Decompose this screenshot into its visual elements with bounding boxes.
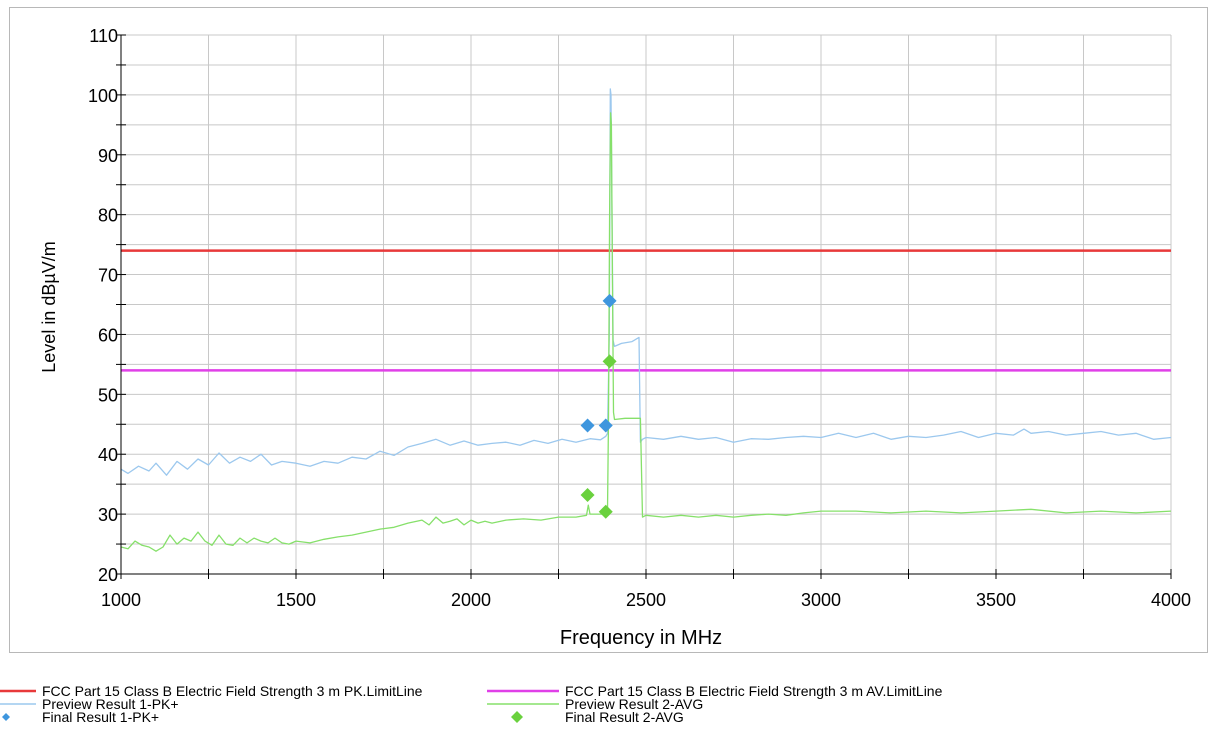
x-tick-label: 2500 <box>626 590 666 610</box>
y-tick-label: 40 <box>98 445 118 465</box>
y-tick-label: 60 <box>98 325 118 345</box>
legend-label: FCC Part 15 Class B Electric Field Stren… <box>565 683 943 699</box>
y-tick-label: 90 <box>98 146 118 166</box>
y-axis-label: Level in dBµV/m <box>39 241 59 372</box>
final-result-marker <box>580 487 595 502</box>
x-tick-label: 1000 <box>101 590 141 610</box>
series-lines <box>120 88 1172 552</box>
axes: 20 30 40 50 60 70 80 90 100 110 1000 1500 2000 2500 30… <box>88 26 1191 610</box>
legend-diamond-swatch <box>511 711 523 723</box>
series-line <box>120 112 1172 552</box>
legend-label: Final Result 2-AVG <box>565 709 684 725</box>
x-tick-label: 2000 <box>451 590 491 610</box>
x-tick-label: 1500 <box>276 590 316 610</box>
legend-label: Preview Result 2-AVG <box>565 696 704 712</box>
final-result-marker <box>602 293 617 308</box>
x-tick-label: 4000 <box>1151 590 1191 610</box>
y-tick-label: 70 <box>98 266 118 286</box>
final-result-marker <box>580 418 595 433</box>
x-tick-label: 3000 <box>801 590 841 610</box>
legend-label: Preview Result 1-PK+ <box>42 696 179 712</box>
legend-diamond-swatch <box>2 713 10 721</box>
legend-line-swatch <box>487 689 559 693</box>
final-result-marker <box>598 504 613 519</box>
legend-line-swatch <box>0 689 36 693</box>
y-tick-label: 100 <box>88 86 118 106</box>
legend-label: Final Result 1-PK+ <box>42 709 160 725</box>
x-tick-label: 3500 <box>976 590 1016 610</box>
y-tick-label: 80 <box>98 206 118 226</box>
legend-line-swatch <box>487 703 559 705</box>
x-axis-label: Frequency in MHz <box>560 627 722 649</box>
final-result-markers <box>580 293 617 519</box>
final-result-marker <box>598 418 613 433</box>
y-tick-label: 50 <box>98 385 118 405</box>
y-tick-label: 110 <box>89 26 118 46</box>
legend-line-swatch <box>0 703 36 705</box>
y-tick-label: 20 <box>98 565 118 585</box>
final-result-marker <box>602 354 617 369</box>
grid <box>121 34 1172 574</box>
limit-lines <box>121 249 1171 372</box>
y-tick-label: 30 <box>98 505 118 525</box>
legend-label: FCC Part 15 Class B Electric Field Stren… <box>42 683 423 699</box>
